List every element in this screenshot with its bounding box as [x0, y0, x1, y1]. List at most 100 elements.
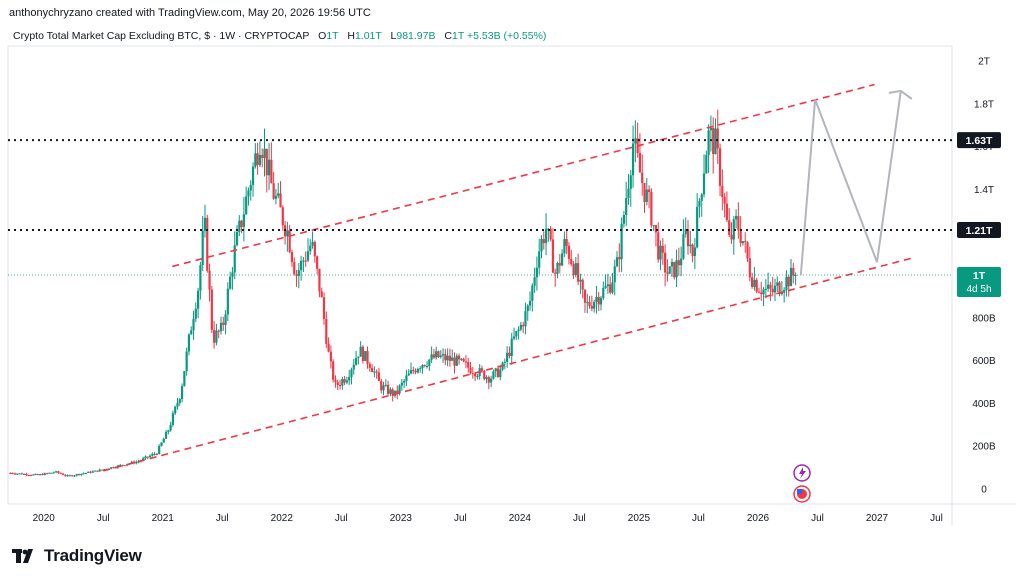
candle-body [213, 329, 216, 343]
candle-body [334, 379, 337, 383]
level-price-tag-label: 1.63T [966, 135, 993, 147]
candle-body [428, 359, 431, 366]
legend-low-value: 981.97B [396, 30, 436, 42]
candle-body [668, 266, 671, 274]
candle-body [524, 311, 527, 327]
candle-body [652, 225, 655, 227]
level-price-tag [957, 132, 1001, 149]
candle-body [627, 188, 630, 199]
candle-body [689, 244, 692, 247]
candle-body [467, 361, 470, 368]
level-price-tag [957, 222, 1001, 239]
events-markers[interactable] [793, 464, 811, 503]
candle-body [208, 270, 211, 290]
candle-body [512, 336, 516, 339]
candle-body [441, 354, 445, 356]
candle-body [595, 296, 598, 302]
candle-body [691, 244, 694, 257]
candle-body [760, 292, 763, 295]
candle-body [288, 230, 291, 253]
candle-body [542, 239, 545, 244]
candle-body [499, 369, 502, 378]
legend-open-value: 1T [326, 30, 339, 42]
candle-body [590, 306, 593, 309]
price-axis-tick: 200B [972, 442, 996, 453]
candle-body [251, 166, 255, 185]
candle-body [384, 384, 387, 386]
projection-path[interactable] [799, 90, 902, 276]
candle-body [407, 373, 410, 376]
candle-body [359, 346, 362, 357]
candle-body [583, 289, 587, 303]
candle-body [57, 471, 60, 473]
candle-body [290, 252, 294, 263]
price-axis-tick: 1.4T [974, 185, 994, 196]
time-axis-tick: Jul [454, 513, 467, 524]
candle-body [167, 430, 170, 432]
candle-body [146, 456, 149, 458]
candle-body [615, 257, 619, 267]
last-price-value: 1T [973, 270, 986, 282]
time-axis-tick: Jul [335, 513, 348, 524]
tradingview-logo[interactable]: TradingView [12, 546, 142, 566]
candle-body [609, 284, 612, 293]
candle-body [423, 365, 426, 367]
channel-upper-line[interactable] [172, 83, 875, 268]
candle-body [52, 472, 55, 474]
candle-body [75, 474, 78, 476]
candle-body [36, 474, 39, 476]
candle-body [785, 276, 788, 290]
candle-body [526, 305, 529, 312]
candle-body [776, 282, 779, 286]
candle-body [485, 377, 488, 380]
candle-body [593, 301, 596, 309]
candle-body [664, 252, 667, 273]
tradingview-wordmark: TradingView [44, 546, 142, 565]
candle-body [728, 220, 731, 235]
candle-body [84, 472, 88, 474]
candle-body [723, 197, 726, 204]
candle-body [625, 198, 628, 215]
candle-body [194, 308, 197, 319]
candle-body [322, 297, 326, 320]
candle-body [737, 216, 740, 231]
candle-body [357, 356, 360, 358]
candle-body [286, 230, 289, 237]
time-axis-tick: Jul [573, 513, 586, 524]
legend-close-label: C [444, 30, 453, 42]
candle-body [487, 377, 490, 383]
candle-body [611, 282, 614, 293]
candle-body [336, 382, 339, 386]
candle-body [199, 265, 202, 291]
candle-body [657, 232, 660, 260]
legend-close-value: 1T [452, 30, 465, 42]
price-axis-tick: 600B [972, 356, 996, 367]
candle-body [453, 357, 456, 366]
candle-body [197, 290, 200, 309]
candle-body [677, 260, 680, 266]
candle-body [45, 473, 49, 475]
candle-body [570, 258, 573, 265]
candle-body [338, 385, 342, 387]
candle-body [618, 257, 621, 260]
candle-body [110, 467, 113, 469]
channel-lower-line[interactable] [103, 257, 913, 472]
us-flag-canton-icon [797, 489, 802, 494]
legend-title: Crypto Total Market Cap Excluding BTC, $… [13, 30, 310, 42]
candle-body [235, 231, 239, 246]
candle-body [98, 469, 101, 472]
candle-body [567, 245, 571, 259]
candle-body [350, 369, 353, 378]
candle-body [654, 225, 658, 233]
candle-body [714, 128, 717, 155]
time-axis[interactable]: 2020 Jul 2021 Jul 2022 Jul 2023 Jul 2024 Jul 2025 J… [33, 513, 943, 524]
candle-body [451, 357, 454, 361]
candle-body [540, 239, 543, 252]
lightning-bolt-icon [799, 467, 806, 479]
candle-body [158, 445, 161, 455]
candle-body [368, 363, 371, 368]
candle-body [698, 200, 701, 207]
time-axis-tick: 2024 [509, 513, 532, 524]
candle-body [13, 473, 17, 475]
